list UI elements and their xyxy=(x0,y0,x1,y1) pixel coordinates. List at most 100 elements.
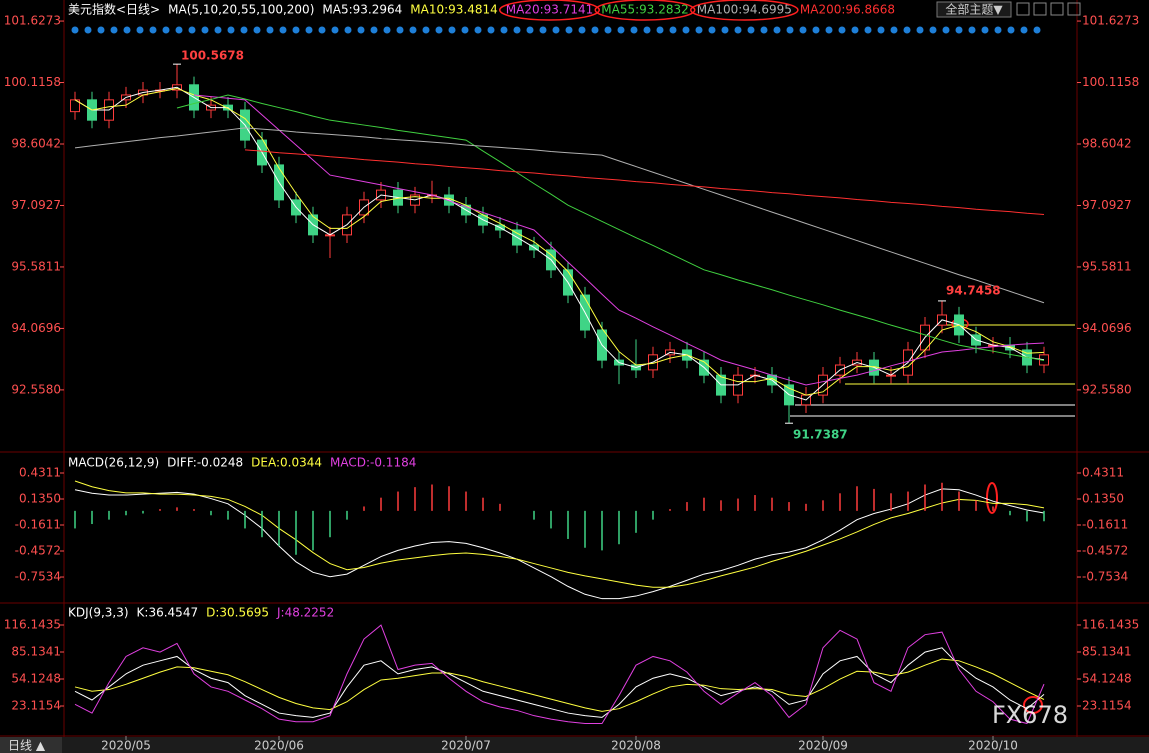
event-dot xyxy=(266,26,274,34)
event-dot xyxy=(1033,26,1041,34)
legend-entry: J:48.2252 xyxy=(276,606,334,620)
event-dot xyxy=(1007,26,1015,34)
event-dot xyxy=(773,26,781,34)
event-dot xyxy=(565,26,573,34)
y-tick-label: 0.4311 xyxy=(19,465,61,479)
event-dot xyxy=(721,26,729,34)
y-tick-label: 116.1435 xyxy=(4,617,61,631)
event-dot xyxy=(253,26,261,34)
ma-line xyxy=(74,127,1045,304)
event-dot xyxy=(669,26,677,34)
event-dot xyxy=(552,26,560,34)
y-tick-label: -0.7534 xyxy=(15,570,61,584)
event-dot xyxy=(604,26,612,34)
x-tick-label: 2020/07 xyxy=(441,739,491,753)
event-dot xyxy=(526,26,534,34)
legend-entry: DEA:0.0344 xyxy=(251,456,322,470)
y-tick-label: 94.0696 xyxy=(1082,321,1132,335)
x-tick-label: 2020/05 xyxy=(101,739,151,753)
event-dot xyxy=(786,26,794,34)
legend-entry: MA20:93.7141 xyxy=(506,3,594,17)
y-tick-label: 97.0927 xyxy=(1082,198,1132,212)
event-dot xyxy=(955,26,963,34)
bottom-tab-label[interactable]: 日线 ▲ xyxy=(8,739,46,753)
event-dot xyxy=(812,26,820,34)
event-dot xyxy=(1020,26,1028,34)
event-dot xyxy=(994,26,1002,34)
event-dot xyxy=(474,26,482,34)
bottom-tab[interactable] xyxy=(0,737,62,753)
ma-line xyxy=(244,149,1045,216)
x-tick-label: 2020/09 xyxy=(798,739,848,753)
event-dot xyxy=(383,26,391,34)
y-tick-label: 100.1158 xyxy=(1082,75,1139,89)
event-dot xyxy=(799,26,807,34)
event-dot xyxy=(747,26,755,34)
ma-line xyxy=(74,658,1045,712)
event-dot xyxy=(825,26,833,34)
event-dot xyxy=(448,26,456,34)
event-dot xyxy=(123,26,131,34)
panel-title: 美元指数<日线> xyxy=(68,2,160,17)
event-dot xyxy=(643,26,651,34)
event-dot xyxy=(396,26,404,34)
y-tick-label: 116.1435 xyxy=(1082,617,1139,631)
highlight-ellipse xyxy=(1023,696,1043,714)
event-dot xyxy=(487,26,495,34)
ma-line xyxy=(176,94,1045,362)
event-dot xyxy=(734,26,742,34)
event-dot xyxy=(513,26,521,34)
event-dot xyxy=(435,26,443,34)
window-button[interactable] xyxy=(1067,2,1081,16)
window-button[interactable] xyxy=(1016,2,1030,16)
legend-entry: MA100:94.6995 xyxy=(697,3,792,17)
x-tick-label: 2020/08 xyxy=(611,739,661,753)
window-button[interactable] xyxy=(1050,2,1064,16)
event-dot xyxy=(942,26,950,34)
y-tick-label: 0.4311 xyxy=(1082,465,1124,479)
event-dot xyxy=(344,26,352,34)
highlight-ellipse xyxy=(499,0,600,21)
y-tick-label: 100.1158 xyxy=(4,75,61,89)
event-dot xyxy=(97,26,105,34)
event-dot xyxy=(175,26,183,34)
event-dot xyxy=(188,26,196,34)
y-tick-label: 23.1154 xyxy=(11,698,61,712)
event-dot xyxy=(370,26,378,34)
y-tick-label: -0.4572 xyxy=(15,544,61,558)
panel-title: MACD(26,12,9) xyxy=(68,456,159,470)
event-dot xyxy=(864,26,872,34)
ma-line xyxy=(193,94,1045,386)
event-dot xyxy=(149,26,157,34)
theme-button[interactable] xyxy=(936,1,1012,18)
event-dot xyxy=(890,26,898,34)
y-tick-label: 0.1350 xyxy=(19,492,61,506)
legend-entry: MACD:-0.1184 xyxy=(330,456,416,470)
y-tick-label: 92.5580 xyxy=(1082,382,1132,396)
legend-entry: MA200:96.8668 xyxy=(800,3,895,17)
event-dot xyxy=(292,26,300,34)
window-button[interactable] xyxy=(1033,2,1047,16)
event-dot xyxy=(214,26,222,34)
event-dot xyxy=(318,26,326,34)
event-dot xyxy=(71,26,79,34)
legend-entry: K:36.4547 xyxy=(137,606,199,620)
event-dot xyxy=(695,26,703,34)
y-tick-label: -0.1611 xyxy=(1082,518,1128,532)
y-tick-label: 95.5811 xyxy=(11,259,61,273)
event-dot xyxy=(305,26,313,34)
event-dot xyxy=(630,26,638,34)
highlight-ellipse xyxy=(594,0,696,21)
legend-entry: MA55:93.2832 xyxy=(601,3,689,17)
y-tick-label: 54.1248 xyxy=(11,671,61,685)
theme-button-label[interactable]: 全部主题▼ xyxy=(945,2,1003,17)
event-dot xyxy=(162,26,170,34)
y-tick-label: 101.6273 xyxy=(1082,14,1139,28)
panel-subtitle: MA(5,10,20,55,100,200) xyxy=(168,3,314,17)
y-tick-label: 94.0696 xyxy=(11,321,61,335)
y-tick-label: -0.7534 xyxy=(1082,570,1128,584)
highlight-ellipse xyxy=(986,482,998,514)
annotation: 100.5678 xyxy=(181,49,244,63)
event-dot xyxy=(981,26,989,34)
